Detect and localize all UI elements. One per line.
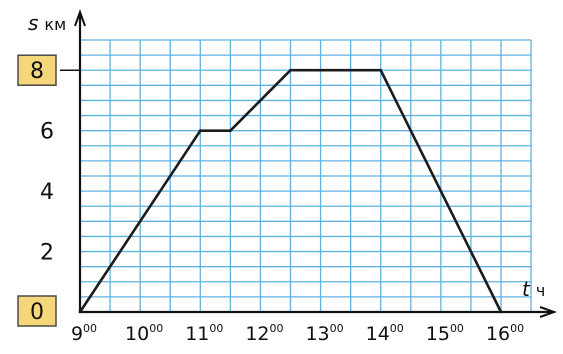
y-axis-symbol: s bbox=[28, 11, 38, 35]
x-tick-label: 1400 bbox=[366, 322, 404, 345]
y-tick-label: 4 bbox=[40, 180, 54, 205]
x-tick-hour: 15 bbox=[426, 323, 450, 345]
series-line bbox=[78, 68, 503, 313]
y-tick-label: 6 bbox=[40, 120, 54, 145]
y-axis-unit: км bbox=[44, 15, 66, 34]
x-tick-minutes: 00 bbox=[510, 322, 524, 335]
axes bbox=[60, 9, 557, 318]
x-tick-minutes: 00 bbox=[330, 322, 344, 335]
boxed-label: 8 bbox=[30, 59, 44, 84]
series-distance bbox=[78, 68, 503, 314]
boxed-label-box bbox=[17, 54, 57, 86]
y-axis-arrow-icon bbox=[74, 9, 86, 27]
x-tick-hour: 9 bbox=[71, 323, 83, 345]
y-axis-title: s км bbox=[28, 11, 66, 35]
boxed-label-box bbox=[17, 295, 57, 327]
x-tick-minutes: 00 bbox=[149, 322, 163, 335]
x-tick-hour: 11 bbox=[185, 323, 209, 345]
x-tick-hour: 10 bbox=[125, 323, 149, 345]
grid bbox=[80, 39, 532, 312]
x-tick-hour: 13 bbox=[305, 323, 329, 345]
x-axis-arrow-icon bbox=[539, 306, 557, 318]
x-tick-label: 1600 bbox=[486, 322, 524, 345]
x-tick-label: 1000 bbox=[125, 322, 163, 345]
x-tick-label: 1300 bbox=[305, 322, 343, 345]
x-tick-minutes: 00 bbox=[270, 322, 284, 335]
x-tick-minutes: 00 bbox=[83, 322, 97, 335]
data-point bbox=[198, 129, 202, 133]
y-tick-label: 2 bbox=[40, 241, 54, 266]
x-tick-label: 900 bbox=[71, 322, 97, 345]
data-point bbox=[289, 68, 292, 72]
x-tick-minutes: 00 bbox=[450, 322, 464, 335]
data-point bbox=[78, 310, 82, 314]
x-tick-label: 1200 bbox=[245, 322, 283, 345]
x-tick-label: 1100 bbox=[185, 322, 223, 345]
boxed-label: 0 bbox=[30, 300, 44, 325]
x-tick-hour: 12 bbox=[245, 323, 269, 345]
x-axis-symbol: t bbox=[522, 277, 531, 301]
data-point bbox=[379, 68, 383, 72]
x-tick-label: 1500 bbox=[426, 322, 464, 345]
data-point bbox=[499, 310, 503, 314]
x-tick-minutes: 00 bbox=[209, 322, 223, 335]
data-point bbox=[228, 129, 232, 133]
x-tick-hour: 14 bbox=[366, 323, 390, 345]
x-axis-unit: ч bbox=[536, 281, 545, 300]
x-tick-minutes: 00 bbox=[390, 322, 404, 335]
x-tick-hour: 16 bbox=[486, 323, 510, 345]
